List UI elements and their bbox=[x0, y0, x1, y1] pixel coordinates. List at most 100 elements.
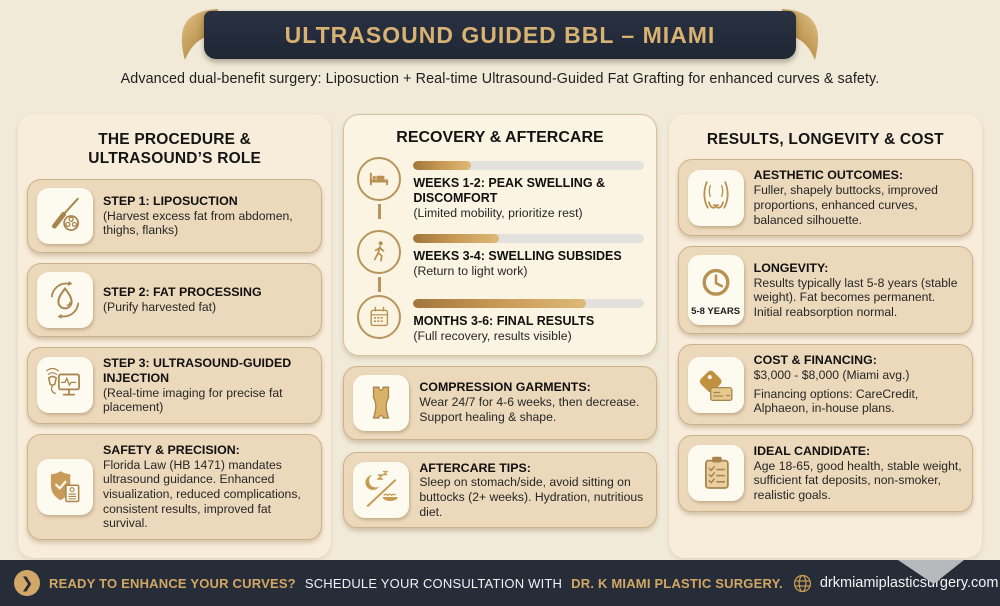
step3-icon-tile bbox=[37, 357, 93, 414]
step3-text: STEP 3: ULTRASOUND-GUIDED INJECTION (Rea… bbox=[103, 356, 312, 415]
recovery-column: RECOVERY & AFTERCARE bbox=[343, 114, 657, 558]
recovery-title: RECOVERY & AFTERCARE bbox=[396, 129, 604, 146]
cost-body: $3,000 - $8,000 (Miami avg.) bbox=[753, 368, 910, 383]
timeline-item-1-body: WEEKS 1-2: PEAK SWELLING & DISCOMFORT (L… bbox=[413, 157, 644, 230]
step3-title: STEP 3: ULTRASOUND-GUIDED INJECTION bbox=[103, 355, 292, 385]
aesthetic-card: AESTHETIC OUTCOMES: Fuller, shapely butt… bbox=[677, 159, 973, 237]
footer-website[interactable]: drkmiamiplasticsurgery.com bbox=[819, 575, 999, 591]
progress-bar-2 bbox=[413, 233, 644, 243]
timeline-item-2-sub: (Return to light work) bbox=[413, 263, 528, 278]
longevity-card: 5-8 YEARS LONGEVITY: Results typically l… bbox=[677, 246, 973, 335]
compression-icon-tile bbox=[353, 374, 410, 431]
longevity-title: LONGEVITY: bbox=[753, 260, 829, 275]
arrow-circle-icon: ❯ bbox=[14, 570, 40, 596]
timeline-item-3: MONTHS 3-6: FINAL RESULTS (Full recovery… bbox=[356, 294, 644, 353]
longevity-icon-label: 5-8 YEARS bbox=[691, 306, 741, 318]
cost-card: COST & FINANCING: $3,000 - $8,000 (Miami… bbox=[677, 344, 973, 425]
compression-title: COMPRESSION GARMENTS: bbox=[419, 380, 591, 395]
buttocks-icon bbox=[702, 181, 729, 209]
price-tag-card-icon bbox=[699, 370, 733, 401]
step2-text: STEP 2: FAT PROCESSING (Purify harvested… bbox=[103, 285, 262, 315]
footer-cta-question: READY TO ENHANCE YOUR CURVES? bbox=[49, 575, 296, 591]
compression-body: Wear 24/7 for 4-6 weeks, then decrease. … bbox=[419, 395, 640, 424]
safety-card: SAFETY & PRECISION: Florida Law (HB 1471… bbox=[27, 433, 323, 540]
timeline-item-2-iconcol bbox=[356, 229, 402, 295]
timeline-item-3-title: MONTHS 3-6: FINAL RESULTS bbox=[413, 313, 595, 328]
candidate-card: IDEAL CANDIDATE: Age 18-65, good health,… bbox=[677, 434, 973, 512]
longevity-body: Results typically last 5-8 years (stable… bbox=[753, 275, 958, 319]
walking-icon bbox=[374, 240, 385, 262]
candidate-text: IDEAL CANDIDATE: Age 18-65, good health,… bbox=[754, 444, 963, 503]
footer-cta-brand: DR. K MIAMI PLASTIC SURGERY. bbox=[571, 575, 783, 591]
banner-bar: ULTRASOUND GUIDED BBL – MIAMI bbox=[204, 11, 796, 59]
aftercare-text: AFTERCARE TIPS: Sleep on stomach/side, a… bbox=[419, 461, 646, 520]
title-ribbon: ULTRASOUND GUIDED BBL – MIAMI bbox=[181, 6, 819, 62]
step1-icon-tile bbox=[37, 187, 93, 244]
shield-check-icon bbox=[50, 470, 80, 503]
timeline-item-2: WEEKS 3-4: SWELLING SUBSIDES (Return to … bbox=[356, 229, 644, 295]
timeline-connector bbox=[378, 276, 381, 292]
longevity-icon-tile: 5-8 YEARS bbox=[687, 255, 744, 326]
aftercare-title: AFTERCARE TIPS: bbox=[419, 460, 531, 475]
cost-text: COST & FINANCING: $3,000 - $8,000 (Miami… bbox=[754, 353, 963, 416]
timeline-item-1-iconcol bbox=[356, 157, 402, 230]
timeline-item-3-sub: (Full recovery, results visible) bbox=[413, 328, 572, 343]
clock-icon bbox=[702, 269, 730, 296]
timeline-item-2-body: WEEKS 3-4: SWELLING SUBSIDES (Return to … bbox=[413, 230, 644, 295]
progress-bar-3 bbox=[413, 298, 644, 308]
ultrasound-monitor-icon bbox=[45, 368, 80, 396]
timeline-item-2-circle bbox=[357, 229, 402, 274]
page-title: ULTRASOUND GUIDED BBL – MIAMI bbox=[284, 21, 716, 48]
step2-body: (Purify harvested fat) bbox=[103, 299, 217, 314]
calendar-icon bbox=[370, 306, 389, 326]
aesthetic-text: AESTHETIC OUTCOMES: Fuller, shapely butt… bbox=[754, 168, 963, 227]
timeline-item-1-title: WEEKS 1-2: PEAK SWELLING & DISCOMFORT bbox=[413, 176, 606, 205]
step3-body: (Real-time imaging for precise fat place… bbox=[103, 385, 283, 415]
footer-cta-text: SCHEDULE YOUR CONSULTATION WITH bbox=[304, 575, 563, 591]
page-subtitle: Advanced dual-benefit surgery: Liposucti… bbox=[120, 71, 880, 87]
aesthetic-body: Fuller, shapely buttocks, improved propo… bbox=[753, 183, 938, 227]
step2-title: STEP 2: FAT PROCESSING bbox=[103, 284, 262, 299]
aftercare-icon-tile bbox=[353, 461, 410, 518]
compression-card: COMPRESSION GARMENTS: Wear 24/7 for 4-6 … bbox=[343, 365, 657, 440]
globe-icon bbox=[793, 574, 811, 592]
footer-website-group[interactable]: drkmiamiplasticsurgery.com bbox=[792, 573, 999, 594]
cost-title: COST & FINANCING: bbox=[753, 353, 877, 368]
footer-cta-bar: ❯ READY TO ENHANCE YOUR CURVES? SCHEDULE… bbox=[0, 560, 1000, 606]
cost-financing-body: Financing options: CareCredit, Alphaeon,… bbox=[753, 386, 919, 416]
longevity-text: LONGEVITY: Results typically last 5-8 ye… bbox=[754, 261, 963, 320]
timeline-item-1: WEEKS 1-2: PEAK SWELLING & DISCOMFORT (L… bbox=[356, 157, 644, 230]
progress-bar-1 bbox=[413, 161, 644, 170]
compression-text: COMPRESSION GARMENTS: Wear 24/7 for 4-6 … bbox=[419, 380, 646, 424]
header-banner: ULTRASOUND GUIDED BBL – MIAMI Advanced d… bbox=[0, 6, 1000, 87]
step1-card: STEP 1: LIPOSUCTION (Harvest excess fat … bbox=[27, 178, 323, 253]
timeline-item-3-body: MONTHS 3-6: FINAL RESULTS (Full recovery… bbox=[413, 295, 644, 353]
safety-body: Florida Law (HB 1471) mandates ultrasoun… bbox=[103, 457, 301, 531]
step2-icon-tile bbox=[37, 271, 93, 328]
aesthetic-icon-tile bbox=[687, 169, 744, 226]
checklist-icon bbox=[704, 457, 729, 490]
recovery-timeline-card: RECOVERY & AFTERCARE bbox=[343, 114, 657, 356]
step1-body: (Harvest excess fat from abdomen, thighs… bbox=[103, 208, 293, 238]
timeline-item-3-iconcol bbox=[356, 294, 402, 353]
step3-card: STEP 3: ULTRASOUND-GUIDED INJECTION (Rea… bbox=[27, 346, 323, 424]
aftercare-card: AFTERCARE TIPS: Sleep on stomach/side, a… bbox=[343, 451, 657, 529]
timeline-item-1-sub: (Limited mobility, prioritize rest) bbox=[413, 206, 583, 220]
candidate-title: IDEAL CANDIDATE: bbox=[753, 443, 871, 458]
aftercare-body: Sleep on stomach/side, avoid sitting on … bbox=[419, 475, 644, 519]
procedure-panel: THE PROCEDURE & ULTRASOUND’S ROLE STEP 1… bbox=[18, 114, 332, 558]
timeline-connector bbox=[378, 204, 381, 219]
safety-text: SAFETY & PRECISION: Florida Law (HB 1471… bbox=[103, 443, 312, 531]
timeline-item-3-circle bbox=[357, 294, 402, 339]
results-panel: RESULTS, LONGEVITY & COST AESTHETIC OUTC… bbox=[668, 114, 982, 558]
compression-garment-icon bbox=[372, 386, 390, 419]
liposuction-cannula-icon bbox=[52, 197, 80, 231]
fat-processing-icon bbox=[50, 280, 80, 319]
timeline-item-2-title: WEEKS 3-4: SWELLING SUBSIDES bbox=[413, 248, 622, 263]
candidate-body: Age 18-65, good health, stable weight, s… bbox=[753, 458, 962, 503]
results-panel-title: RESULTS, LONGEVITY & COST bbox=[706, 131, 944, 148]
bed-icon bbox=[370, 172, 389, 186]
cost-icon-tile bbox=[687, 356, 744, 413]
sleep-diet-icon bbox=[365, 470, 399, 507]
timeline-item-1-circle bbox=[357, 157, 402, 201]
